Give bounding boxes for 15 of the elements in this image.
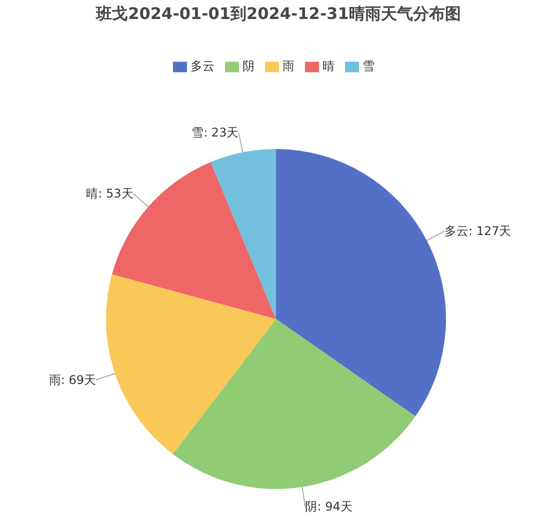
pie-slice (172, 319, 416, 489)
pie-slice (106, 274, 276, 454)
legend-label: 雪 (362, 59, 374, 73)
data-label: 阴: 94天 (305, 500, 352, 514)
pie-slice (276, 149, 446, 416)
pie-slice (210, 149, 276, 319)
data-label: 雨: 69天 (48, 372, 96, 387)
data-label: 多云: 127天 (444, 224, 512, 238)
data-label: 晴: 53天 (86, 186, 134, 201)
legend-label: 多云 (190, 59, 214, 73)
data-label: 雪: 23天 (192, 126, 239, 140)
chart-title: 班戈2024-01-01到2024-12-31晴雨天气分布图 (94, 4, 462, 25)
legend-label: 雨 (282, 59, 294, 73)
legend-label: 阴 (242, 59, 254, 73)
legend-label: 晴 (322, 59, 334, 73)
